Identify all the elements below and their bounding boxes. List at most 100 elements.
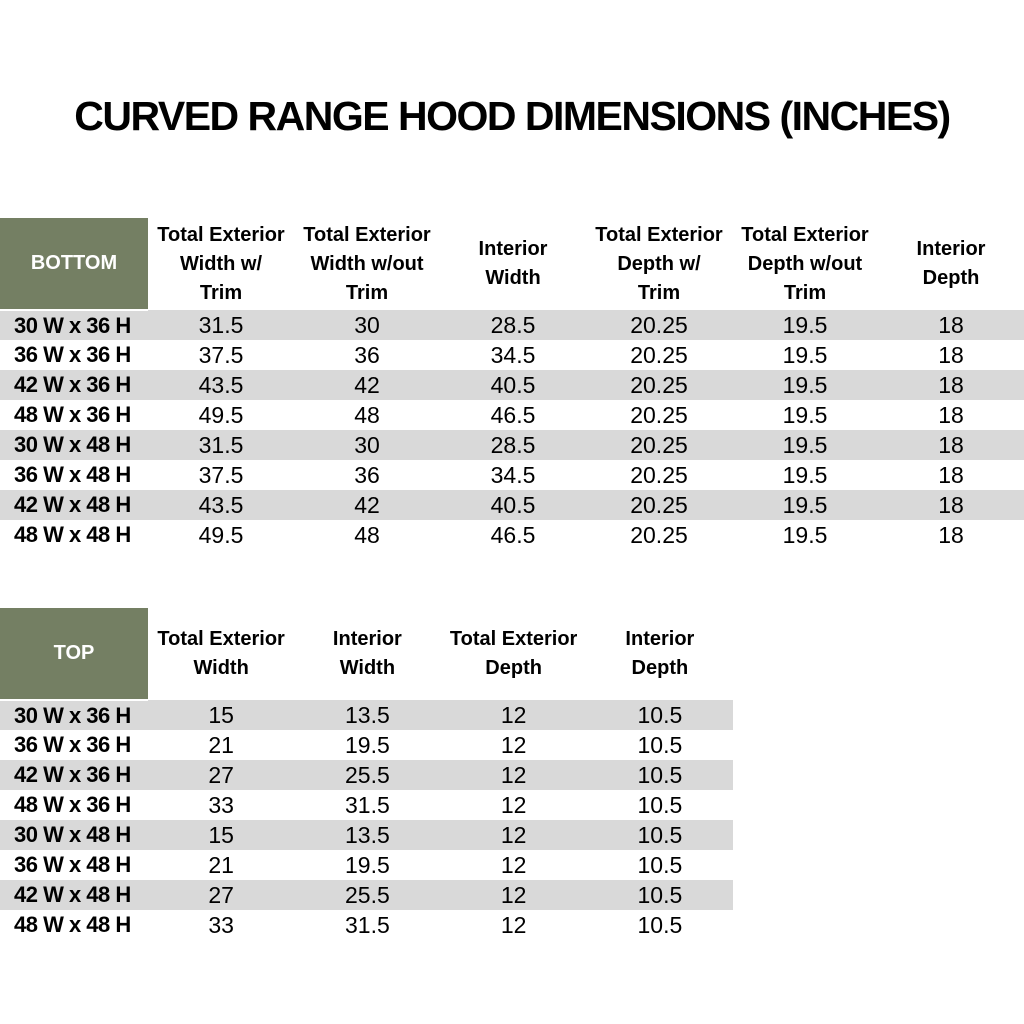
top-table-header-row: TOP Total Exterior Width Interior Width Tot…: [0, 608, 733, 701]
table-row: 48 W x 36 H 49.5 48 46.5 20.25 19.5 18: [0, 400, 1024, 430]
row-label: 36 W x 48 H: [14, 852, 131, 877]
table-row: 48 W x 48 H 49.5 48 46.5 20.25 19.5 18: [0, 520, 1024, 550]
dimension-value: 27: [208, 761, 234, 788]
row-label: 42 W x 36 H: [14, 372, 131, 397]
top-corner-label: TOP: [0, 608, 148, 701]
dimension-value: 30: [354, 311, 380, 338]
dimension-value: 20.25: [630, 371, 688, 398]
dimension-value: 12: [500, 731, 527, 758]
dimension-value: 25.5: [344, 881, 390, 908]
row-label: 30 W x 48 H: [14, 822, 131, 847]
dimension-value: 33: [208, 791, 234, 818]
dimension-value: 37.5: [198, 341, 244, 368]
dimension-value: 20.25: [630, 341, 688, 368]
table-row: 48 W x 48 H 33 31.5 12 10.5: [0, 910, 733, 940]
dimension-value: 15: [208, 821, 234, 848]
dimension-value: 19.5: [782, 341, 828, 368]
dimension-value: 20.25: [630, 491, 688, 518]
dimension-value: 18: [938, 491, 964, 518]
dimension-value: 19.5: [344, 731, 390, 758]
dimension-value: 43.5: [198, 371, 244, 398]
dimension-value: 19.5: [782, 521, 828, 548]
dimension-value: 10.5: [637, 851, 683, 878]
dimension-value: 43.5: [198, 491, 244, 518]
dimension-value: 37.5: [198, 461, 244, 488]
top-dimensions-table: TOP Total Exterior Width Interior Width Tot…: [0, 608, 733, 940]
dimension-value: 18: [938, 371, 964, 398]
column-header: Interior Depth: [878, 218, 1024, 310]
column-header: Total Exterior Width w/out Trim: [294, 218, 440, 310]
table-row: 30 W x 36 H 15 13.5 12 10.5: [0, 700, 733, 730]
dimension-value: 12: [500, 821, 527, 848]
row-label: 30 W x 48 H: [14, 432, 131, 457]
row-label: 48 W x 48 H: [14, 912, 131, 937]
dimension-value: 18: [938, 401, 964, 428]
dimension-value: 40.5: [490, 491, 536, 518]
dimension-value: 42: [354, 371, 380, 398]
dimension-value: 31.5: [198, 311, 244, 338]
dimension-value: 10.5: [637, 911, 683, 938]
dimension-value: 48: [354, 401, 380, 428]
dimension-value: 18: [938, 521, 964, 548]
row-label: 36 W x 36 H: [14, 342, 131, 367]
row-label: 36 W x 36 H: [14, 732, 131, 757]
dimension-value: 20.25: [630, 311, 688, 338]
bottom-dimensions-table: BOTTOM Total Exterior Width w/ Trim Total …: [0, 218, 1024, 550]
table-row: 42 W x 36 H 43.5 42 40.5 20.25 19.5 18: [0, 370, 1024, 400]
dimension-value: 27: [208, 881, 234, 908]
dimension-value: 18: [938, 431, 964, 458]
dimension-value: 10.5: [637, 761, 683, 788]
column-header: Total Exterior Depth w/ Trim: [586, 218, 732, 310]
table-row: 36 W x 36 H 37.5 36 34.5 20.25 19.5 18: [0, 340, 1024, 370]
dimension-value: 31.5: [344, 791, 390, 818]
table-row: 36 W x 36 H 21 19.5 12 10.5: [0, 730, 733, 760]
dimension-value: 20.25: [630, 431, 688, 458]
dimension-value: 12: [500, 701, 527, 728]
dimension-value: 19.5: [782, 311, 828, 338]
dimension-value: 46.5: [490, 401, 536, 428]
dimension-value: 48: [354, 521, 380, 548]
dimension-value: 19.5: [782, 431, 828, 458]
table-row: 42 W x 48 H 27 25.5 12 10.5: [0, 880, 733, 910]
dimension-value: 49.5: [198, 521, 244, 548]
row-label: 48 W x 48 H: [14, 522, 131, 547]
dimension-value: 10.5: [637, 701, 683, 728]
dimension-value: 10.5: [637, 731, 683, 758]
dimension-value: 28.5: [490, 431, 536, 458]
dimension-value: 18: [938, 461, 964, 488]
dimension-value: 10.5: [637, 821, 683, 848]
dimension-value: 49.5: [198, 401, 244, 428]
dimension-value: 13.5: [344, 821, 390, 848]
column-header: Interior Width: [294, 608, 441, 700]
column-header: Interior Width: [440, 218, 586, 310]
dimension-value: 46.5: [490, 521, 536, 548]
dimension-value: 19.5: [344, 851, 390, 878]
table-row: 36 W x 48 H 37.5 36 34.5 20.25 19.5 18: [0, 460, 1024, 490]
row-label: 42 W x 48 H: [14, 492, 131, 517]
bottom-corner-label: BOTTOM: [0, 218, 148, 311]
dimension-value: 28.5: [490, 311, 536, 338]
dimension-value: 19.5: [782, 491, 828, 518]
column-header: Interior Depth: [586, 608, 733, 700]
dimension-value: 12: [500, 851, 527, 878]
row-label: 48 W x 36 H: [14, 402, 131, 427]
dimension-value: 12: [500, 881, 527, 908]
column-header: Total Exterior Width: [148, 608, 295, 700]
dimension-value: 34.5: [490, 461, 536, 488]
dimension-value: 34.5: [490, 341, 536, 368]
dimension-value: 19.5: [782, 401, 828, 428]
bottom-table-header-row: BOTTOM Total Exterior Width w/ Trim Total …: [0, 218, 1024, 311]
dimension-value: 21: [208, 851, 234, 878]
dimension-value: 33: [208, 911, 234, 938]
row-label: 42 W x 36 H: [14, 762, 131, 787]
dimension-value: 10.5: [637, 791, 683, 818]
dimension-value: 18: [938, 341, 964, 368]
table-row: 48 W x 36 H 33 31.5 12 10.5: [0, 790, 733, 820]
column-header: Total Exterior Depth: [440, 608, 587, 700]
dimension-value: 31.5: [344, 911, 390, 938]
table-row: 30 W x 48 H 31.5 30 28.5 20.25 19.5 18: [0, 430, 1024, 460]
dimension-value: 20.25: [630, 521, 688, 548]
dimension-value: 12: [500, 911, 527, 938]
row-label: 30 W x 36 H: [14, 702, 131, 728]
table-row: 30 W x 36 H 31.5 30 28.5 20.25 19.5 18: [0, 310, 1024, 340]
